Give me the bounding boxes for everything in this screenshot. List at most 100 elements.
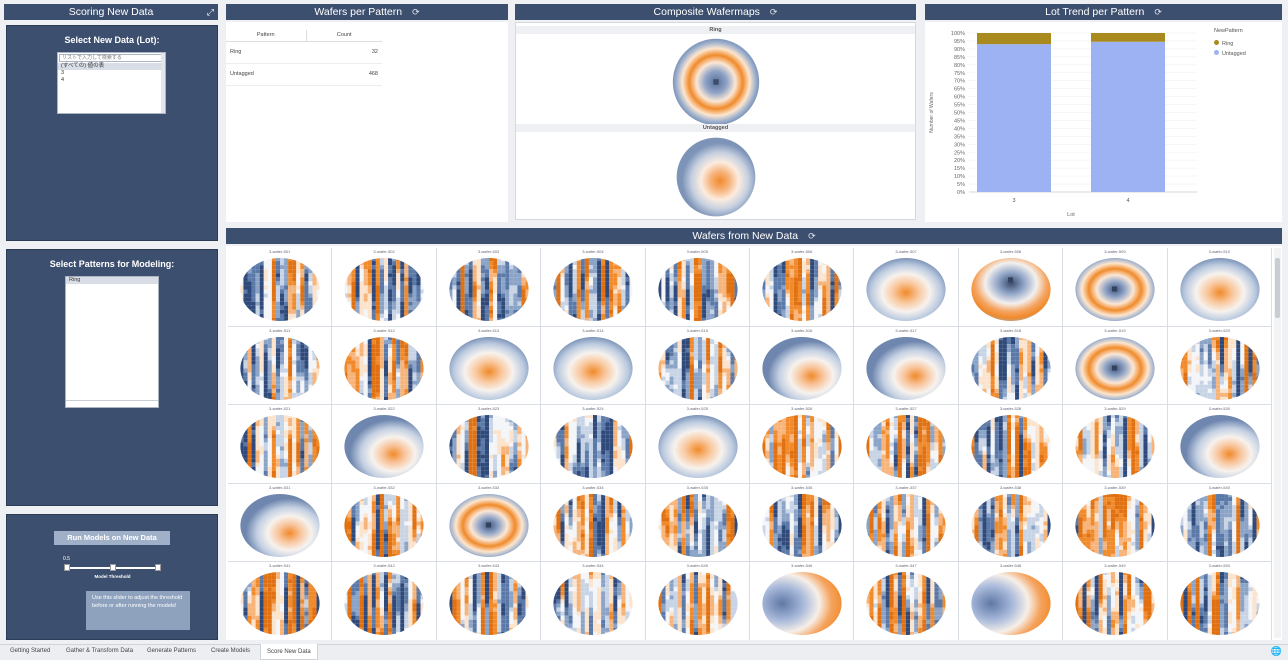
wafer-cell[interactable]: 3-wafer-503 <box>436 248 542 327</box>
wafer-cell[interactable]: 3-wafer-522 <box>332 405 437 484</box>
wafers-scroll-thumb[interactable] <box>1275 258 1280 318</box>
refresh-icon[interactable]: ⟳ <box>769 7 778 17</box>
wafer-cell[interactable]: 3-wafer-512 <box>332 326 437 405</box>
wafer-cell[interactable]: 3-wafer-505 <box>645 248 750 327</box>
wafer-cell[interactable]: 3-wafer-508 <box>958 248 1064 327</box>
slider-min-handle[interactable] <box>64 564 70 571</box>
wafer-cell[interactable]: 3-wafer-525 <box>645 405 750 484</box>
wafers-per-pattern-panel: Pattern Count Ring 32 Untagged 468 <box>226 22 508 222</box>
pattern-item-ring[interactable]: Ring <box>66 277 158 284</box>
wafer-cell[interactable]: 3-wafer-513 <box>436 326 542 405</box>
refresh-icon[interactable]: ⟳ <box>412 7 420 17</box>
wafer-cell[interactable]: 3-wafer-533 <box>436 483 542 562</box>
wafer-cell[interactable]: 3-wafer-515 <box>645 326 750 405</box>
tab-score-new-data[interactable]: Score New Data <box>260 644 318 660</box>
tab-gather-transform[interactable]: Gather & Transform Data <box>66 648 134 654</box>
wafers-grid: 3-wafer-501 3-wafer-502 3-wafer-503 3-wafer… <box>226 246 1282 640</box>
y-tick-label: 70% <box>954 79 965 85</box>
wafer-id-label: 3-wafer-501 <box>269 249 291 254</box>
wafer-id-label: 3-wafer-541 <box>269 563 291 568</box>
wafer-cell[interactable]: 3-wafer-532 <box>332 483 437 562</box>
lot-item-3[interactable]: 3 <box>61 70 65 76</box>
wafer-cell[interactable]: 3-wafer-537 <box>854 483 959 562</box>
wafer-cell[interactable]: 3-wafer-535 <box>645 483 750 562</box>
wafer-cell[interactable]: 3-wafer-518 <box>958 326 1064 405</box>
y-tick-label: 25% <box>954 150 965 156</box>
wafer-cell[interactable]: 3-wafer-506 <box>750 248 855 327</box>
wafer-map-noise <box>1075 415 1155 478</box>
wafers-scrollbar[interactable] <box>1274 248 1281 638</box>
wafer-cell[interactable]: 3-wafer-544 <box>541 562 646 640</box>
lot-item-all[interactable]: (すべての) 値の表 <box>58 63 165 70</box>
wafer-cell[interactable]: 3-wafer-510 <box>1167 248 1272 327</box>
refresh-icon[interactable]: ⟳ <box>808 231 816 241</box>
wafer-cell[interactable]: 3-wafer-530 <box>1167 405 1272 484</box>
wafer-id-label: 3-wafer-517 <box>895 327 917 333</box>
globe-icon[interactable]: 🌐 <box>1270 646 1282 656</box>
wafer-cell[interactable]: 3-wafer-540 <box>1167 483 1272 562</box>
y-tick-label: 90% <box>954 47 965 53</box>
lot-scrollbar[interactable] <box>161 53 165 113</box>
wafer-cell[interactable]: 3-wafer-519 <box>1063 326 1168 405</box>
legend-title: NewPattern <box>1214 28 1243 34</box>
wafer-cell[interactable]: 3-wafer-523 <box>436 405 542 484</box>
tab-generate-patterns[interactable]: Generate Patterns <box>147 648 197 654</box>
wafer-cell[interactable]: 3-wafer-542 <box>332 562 437 640</box>
lot-item-4[interactable]: 4 <box>61 77 65 83</box>
threshold-slider[interactable] <box>64 564 161 571</box>
wafer-cell[interactable]: 3-wafer-543 <box>436 562 542 640</box>
wafer-map-noise <box>971 493 1051 557</box>
wafer-cell[interactable]: 3-wafer-509 <box>1063 248 1168 327</box>
select-patterns-panel: Select Patterns for Modeling: Ring <box>6 249 218 506</box>
wafer-map-noise <box>971 336 1051 400</box>
lot-search-input[interactable]: リストで入力して検索する <box>59 54 164 62</box>
tab-create-models[interactable]: Create Models <box>211 648 251 654</box>
y-tick-label: 40% <box>954 126 965 132</box>
wafer-cell[interactable]: 3-wafer-541 <box>228 562 333 640</box>
wafer-cell[interactable]: 3-wafer-524 <box>541 405 646 484</box>
wafer-id-label: 3-wafer-504 <box>582 249 604 254</box>
slider-handle[interactable] <box>109 564 116 571</box>
wafer-cell[interactable]: 3-wafer-531 <box>228 483 333 562</box>
wafer-cell[interactable]: 3-wafer-527 <box>854 405 959 484</box>
y-tick-label: 5% <box>957 182 965 188</box>
slider-max-handle[interactable] <box>155 564 161 571</box>
wafer-cell[interactable]: 3-wafer-516 <box>750 326 855 405</box>
wafer-cell[interactable]: 3-wafer-521 <box>228 405 333 484</box>
wafer-cell[interactable]: 3-wafer-534 <box>541 483 646 562</box>
wafer-cell[interactable]: 3-wafer-550 <box>1167 562 1272 640</box>
wafer-map-noise <box>1179 493 1260 557</box>
lot-listbox[interactable]: リストで入力して検索する (すべての) 値の表 3 4 <box>57 52 166 114</box>
row-ring-count: 32 <box>371 49 378 55</box>
refresh-icon[interactable]: ⟳ <box>1154 7 1162 17</box>
expand-icon[interactable]: ⤢ <box>206 7 214 17</box>
row-untagged-count: 468 <box>368 71 378 77</box>
y-tick-label: 10% <box>954 174 965 180</box>
wafer-map-noise <box>449 258 529 321</box>
wafer-cell[interactable]: 3-wafer-520 <box>1167 326 1272 405</box>
wafer-cell[interactable]: 3-wafer-546 <box>750 562 855 640</box>
wafer-cell[interactable]: 3-wafer-538 <box>958 483 1064 562</box>
wafer-cell[interactable]: 3-wafer-539 <box>1063 483 1168 562</box>
pattern-listbox[interactable]: Ring <box>65 276 159 408</box>
tab-getting-started[interactable]: Getting Started <box>10 648 51 654</box>
wafer-map-noise <box>1179 336 1260 400</box>
wafer-cell[interactable]: 3-wafer-502 <box>332 248 437 327</box>
wafer-cell[interactable]: 3-wafer-504 <box>541 248 646 327</box>
wafer-cell[interactable]: 3-wafer-511 <box>228 326 333 405</box>
wafer-cell[interactable]: 3-wafer-545 <box>645 562 750 640</box>
wafer-cell[interactable]: 3-wafer-547 <box>854 562 959 640</box>
wafer-cell[interactable]: 3-wafer-536 <box>750 483 855 562</box>
wafer-cell[interactable]: 3-wafer-501 <box>228 248 333 327</box>
wafer-cell[interactable]: 3-wafer-549 <box>1063 562 1168 640</box>
wafer-cell[interactable]: 3-wafer-529 <box>1063 405 1168 484</box>
wafer-cell[interactable]: 3-wafer-526 <box>750 405 855 484</box>
wafer-cell[interactable]: 3-wafer-514 <box>541 326 646 405</box>
wafers-per-pattern-title: Wafers per Pattern <box>314 6 403 18</box>
wafer-cell[interactable]: 3-wafer-507 <box>854 248 959 327</box>
wafer-map-noise <box>866 415 946 478</box>
wafer-cell[interactable]: 3-wafer-548 <box>958 562 1064 640</box>
wafer-cell[interactable]: 3-wafer-528 <box>958 405 1064 484</box>
run-models-button[interactable]: Run Models on New Data <box>54 531 170 545</box>
wafer-cell[interactable]: 3-wafer-517 <box>854 326 959 405</box>
